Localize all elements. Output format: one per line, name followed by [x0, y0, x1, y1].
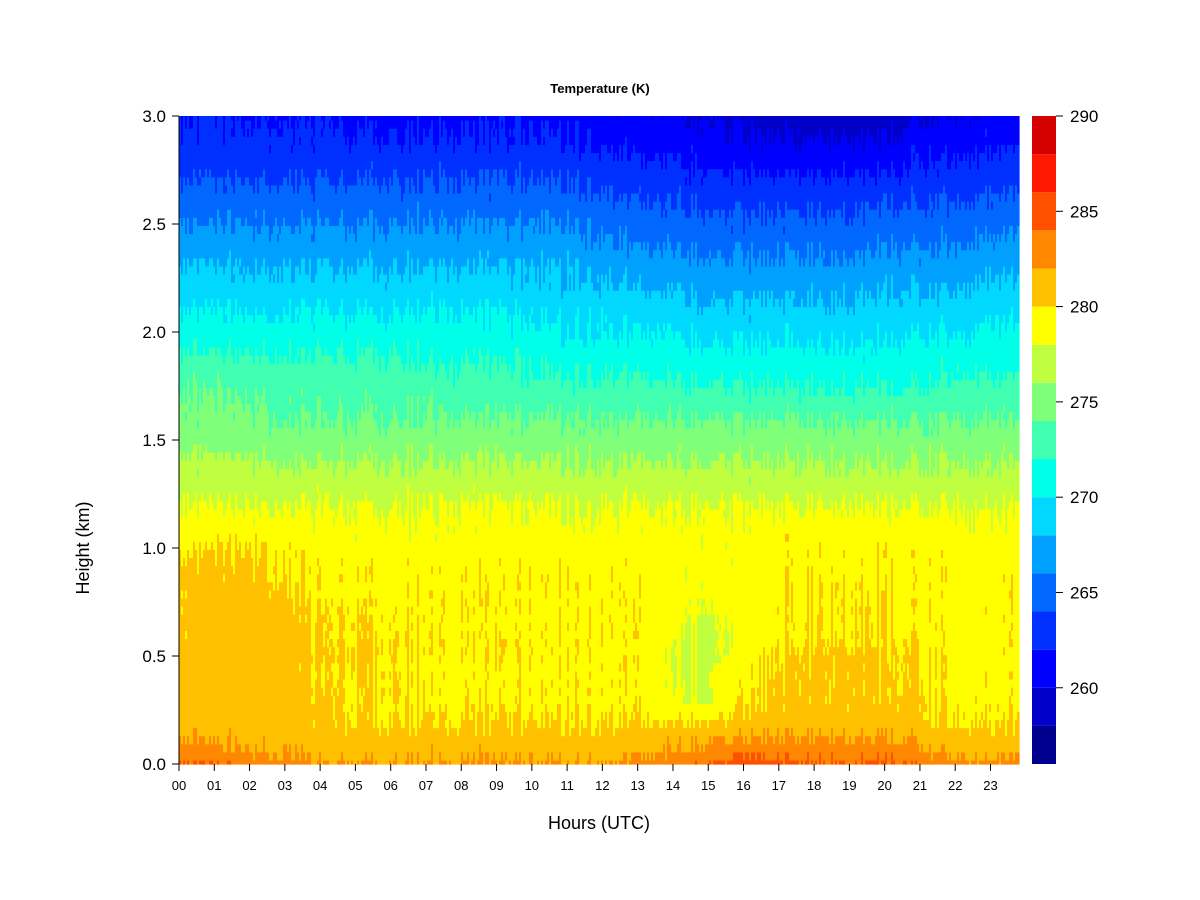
- heatmap-cells: [179, 116, 1020, 765]
